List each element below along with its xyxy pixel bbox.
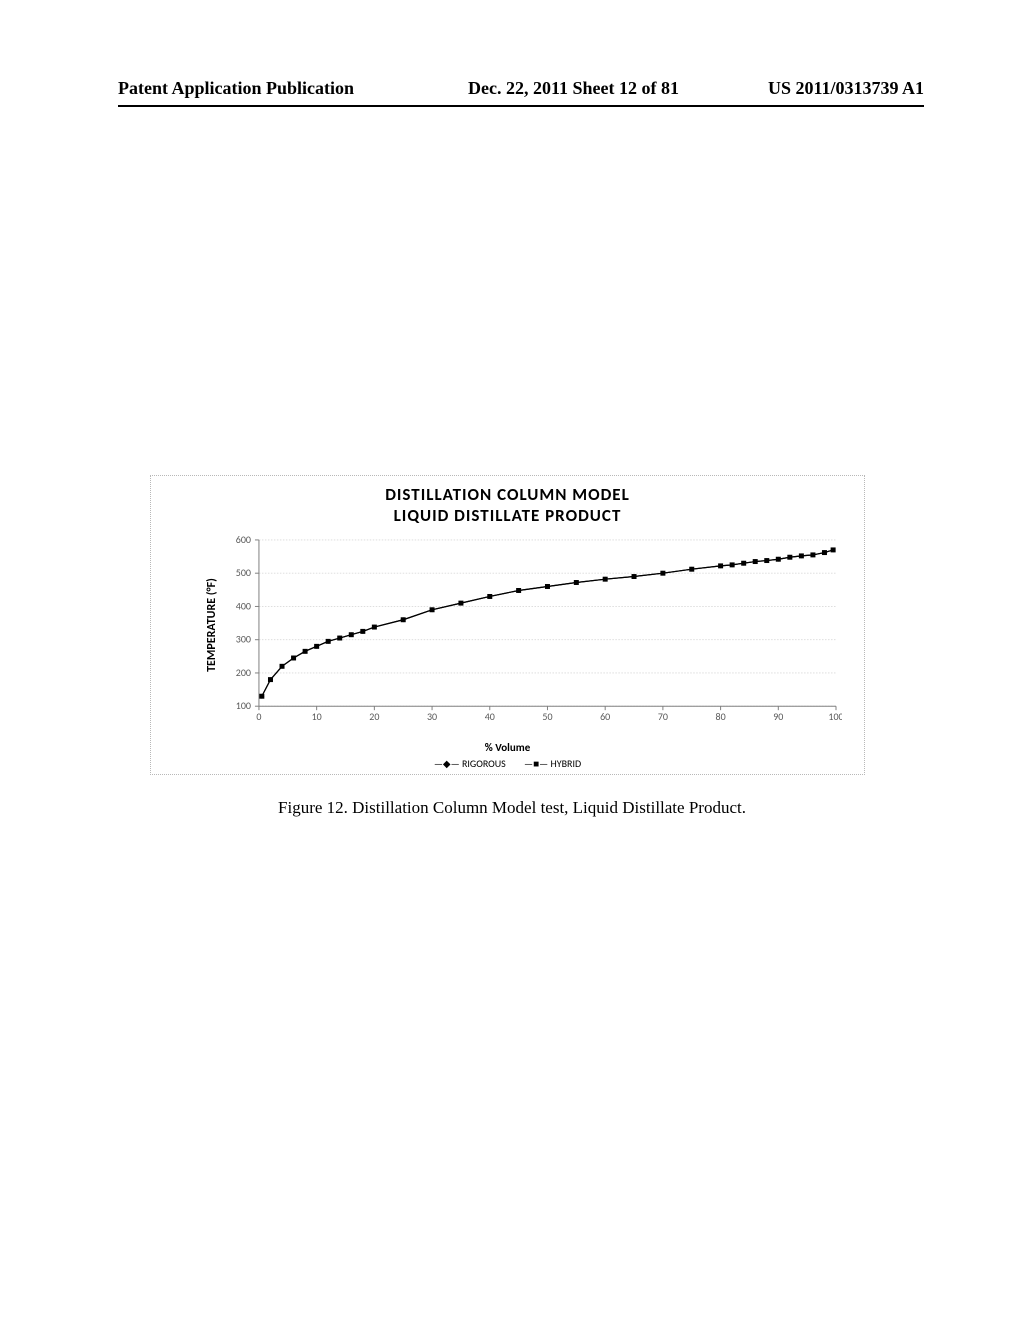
header-right: US 2011/0313739 A1: [768, 78, 924, 99]
chart-title-block: DISTILLATION COLUMN MODEL LIQUID DISTILL…: [151, 484, 864, 527]
svg-text:600: 600: [236, 534, 251, 546]
svg-text:70: 70: [658, 711, 668, 723]
legend-label: RIGOROUS: [462, 757, 506, 770]
svg-text:60: 60: [600, 711, 610, 723]
chart-subtitle: LIQUID DISTILLATE PRODUCT: [151, 505, 864, 526]
svg-text:40: 40: [485, 711, 495, 723]
svg-text:20: 20: [369, 711, 379, 723]
svg-text:500: 500: [236, 567, 251, 579]
figure-caption: Figure 12. Distillation Column Model tes…: [0, 798, 1024, 818]
svg-text:90: 90: [773, 711, 783, 723]
svg-text:100: 100: [236, 700, 251, 712]
chart-legend: —◆— RIGOROUS —■— HYBRID: [426, 757, 589, 770]
svg-text:30: 30: [427, 711, 437, 723]
chart-svg: 0 10 20 30 40 50 60 70 80 90 100 100 200 300 400 500 600: [223, 534, 842, 726]
patent-page: Patent Application Publication Dec. 22, …: [0, 0, 1024, 1320]
x-axis-label: % Volume: [485, 741, 531, 754]
plot-area: 0 10 20 30 40 50 60 70 80 90 100 100 200 300 400 500 600: [223, 534, 842, 726]
legend-marker-square-icon: —■—: [524, 757, 548, 770]
legend-item-hybrid: —■— HYBRID: [524, 757, 581, 770]
y-axis-label: TEMPERATURE (°F): [205, 578, 219, 672]
svg-text:50: 50: [542, 711, 552, 723]
header-divider: [118, 105, 924, 107]
svg-text:400: 400: [236, 600, 251, 612]
svg-text:300: 300: [236, 634, 251, 646]
header-left: Patent Application Publication: [118, 78, 354, 99]
svg-text:200: 200: [236, 667, 251, 679]
svg-text:80: 80: [716, 711, 726, 723]
chart-container: DISTILLATION COLUMN MODEL LIQUID DISTILL…: [150, 475, 865, 775]
svg-text:0: 0: [256, 711, 261, 723]
chart-title: DISTILLATION COLUMN MODEL: [151, 484, 864, 505]
legend-item-rigorous: —◆— RIGOROUS: [434, 757, 508, 770]
page-header: Patent Application Publication Dec. 22, …: [118, 78, 924, 99]
legend-label: HYBRID: [550, 757, 581, 770]
svg-text:100: 100: [828, 711, 842, 723]
header-center: Dec. 22, 2011 Sheet 12 of 81: [468, 78, 679, 99]
svg-text:10: 10: [312, 711, 322, 723]
legend-marker-diamond-icon: —◆—: [434, 757, 460, 770]
